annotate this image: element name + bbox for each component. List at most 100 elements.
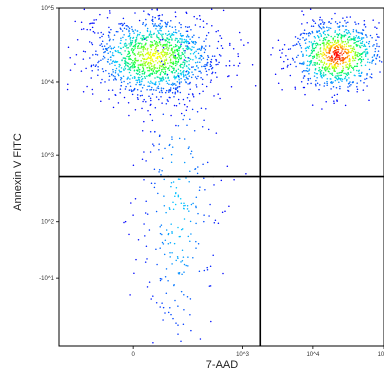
- data-point: [334, 35, 336, 38]
- data-point: [225, 64, 227, 67]
- data-point: [119, 52, 122, 54]
- data-point: [114, 75, 116, 78]
- data-point: [192, 202, 194, 205]
- data-point: [150, 55, 152, 58]
- data-point: [106, 16, 109, 19]
- data-point: [306, 82, 309, 85]
- data-point: [376, 54, 379, 56]
- data-point: [138, 55, 141, 57]
- data-point: [363, 82, 365, 84]
- data-point: [174, 11, 177, 13]
- data-point: [117, 51, 119, 53]
- data-point: [168, 67, 170, 69]
- data-point: [334, 65, 336, 67]
- data-point: [191, 36, 194, 38]
- data-point: [240, 39, 242, 41]
- data-point: [334, 49, 337, 52]
- data-point: [346, 16, 348, 18]
- data-point: [154, 47, 157, 49]
- data-point: [346, 38, 349, 41]
- data-point: [143, 34, 145, 37]
- data-point: [183, 69, 185, 72]
- data-point: [171, 62, 174, 65]
- data-point: [151, 58, 154, 60]
- data-point: [187, 147, 190, 150]
- data-point: [315, 42, 318, 44]
- data-point: [179, 70, 182, 72]
- data-point: [120, 37, 122, 40]
- data-point: [286, 66, 289, 68]
- data-point: [352, 50, 355, 53]
- data-point: [172, 317, 174, 320]
- data-point: [153, 40, 156, 42]
- data-point: [299, 62, 301, 65]
- data-point: [314, 62, 317, 64]
- data-point: [147, 109, 149, 112]
- data-point: [357, 59, 360, 61]
- data-point: [152, 89, 155, 91]
- data-point: [320, 61, 322, 63]
- data-point: [144, 38, 146, 40]
- data-point: [174, 88, 177, 91]
- data-point: [147, 62, 150, 64]
- data-point: [346, 78, 348, 81]
- data-point: [306, 21, 308, 24]
- data-point: [207, 128, 210, 131]
- data-point: [314, 46, 317, 49]
- data-point: [172, 181, 175, 183]
- data-point: [132, 90, 134, 92]
- data-point: [92, 64, 95, 66]
- data-point: [337, 74, 339, 77]
- data-point: [219, 34, 221, 37]
- data-point: [316, 30, 318, 32]
- data-point: [143, 10, 145, 12]
- data-point: [294, 86, 296, 88]
- data-point: [363, 20, 366, 22]
- data-point: [186, 208, 189, 210]
- data-point: [166, 51, 169, 54]
- data-point: [138, 19, 141, 22]
- data-point: [336, 60, 339, 63]
- data-point: [122, 17, 125, 20]
- data-point: [178, 102, 181, 105]
- data-point: [169, 251, 171, 254]
- data-point: [135, 258, 137, 261]
- data-point: [142, 22, 145, 24]
- data-point: [321, 77, 323, 79]
- data-point: [172, 82, 174, 84]
- data-point: [115, 30, 118, 33]
- data-point: [361, 32, 363, 34]
- data-point: [338, 26, 340, 29]
- data-point: [195, 86, 198, 88]
- data-point: [122, 68, 125, 70]
- data-point: [312, 42, 315, 45]
- data-point: [152, 52, 155, 55]
- data-point: [347, 36, 350, 39]
- data-point: [171, 230, 173, 233]
- data-point: [104, 51, 106, 53]
- data-point: [326, 62, 328, 65]
- data-point: [148, 13, 151, 16]
- data-point: [254, 85, 257, 87]
- data-point: [321, 61, 323, 63]
- data-point: [155, 302, 158, 304]
- data-point: [129, 36, 132, 39]
- data-point: [130, 42, 132, 44]
- data-point: [163, 253, 166, 256]
- data-point: [134, 62, 137, 64]
- data-point: [151, 93, 154, 95]
- data-point: [160, 95, 162, 98]
- data-point: [183, 309, 185, 311]
- data-point: [221, 47, 224, 49]
- data-point: [184, 79, 186, 81]
- data-point: [313, 62, 315, 64]
- data-point: [341, 57, 343, 59]
- data-point: [289, 63, 292, 66]
- data-point: [294, 44, 296, 46]
- data-point: [352, 69, 355, 71]
- data-point: [150, 88, 153, 91]
- data-point: [132, 37, 134, 39]
- data-point: [161, 157, 164, 159]
- data-point: [183, 103, 186, 106]
- data-point: [189, 88, 191, 90]
